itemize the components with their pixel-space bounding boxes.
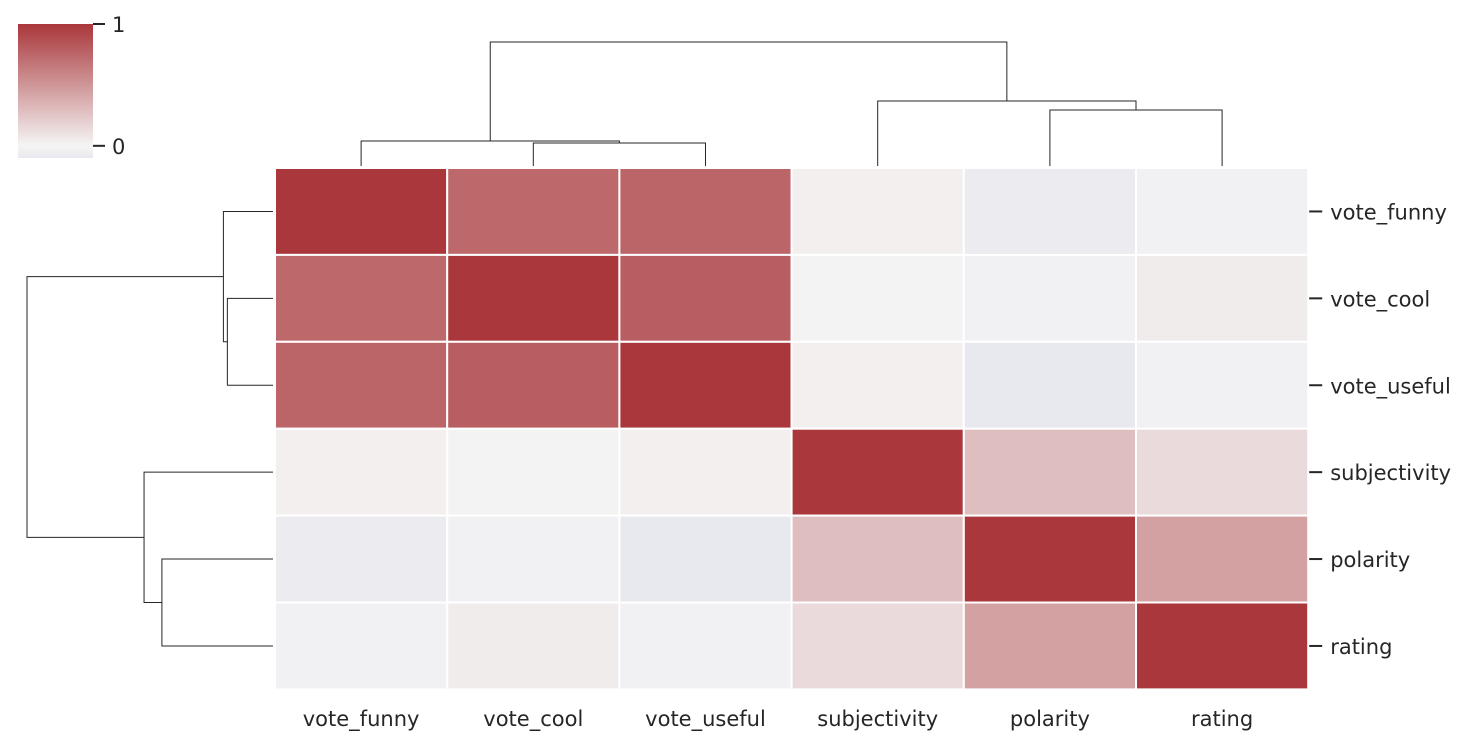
heatmap-cell	[618, 340, 793, 430]
heatmap-cell	[1135, 253, 1310, 343]
column-label: vote_useful	[645, 707, 766, 732]
row-label: rating	[1330, 635, 1392, 659]
heatmap-cell	[790, 427, 965, 517]
column-label: vote_funny	[303, 707, 420, 732]
heatmap-cell	[962, 514, 1137, 604]
heatmap-cell	[1135, 601, 1310, 691]
dendrogram-link	[532, 142, 706, 166]
heatmap-cell	[790, 514, 965, 604]
heatmap-cell	[790, 253, 965, 343]
heatmap-cell	[962, 340, 1137, 430]
heatmap-cell	[446, 601, 621, 691]
dendrogram-link	[360, 140, 620, 166]
heatmap-cell	[1135, 514, 1310, 604]
heatmap-cell	[618, 427, 793, 517]
dendrogram-link	[161, 558, 273, 647]
dendrogram-link	[1049, 109, 1223, 166]
heatmap-cell	[446, 340, 621, 430]
heatmap-cell	[618, 167, 793, 256]
colorbar-tick-label: 0	[112, 135, 125, 159]
heatmap-cell	[618, 601, 793, 691]
heatmap-cell	[618, 514, 793, 604]
row-label: vote_cool	[1330, 287, 1430, 312]
row-dendrogram	[26, 210, 273, 647]
heatmap-cell	[618, 253, 793, 343]
heatmap-cell	[1135, 167, 1310, 256]
colorbar-gradient	[18, 24, 93, 158]
heatmap-cell	[446, 514, 621, 604]
column-label: polarity	[1010, 707, 1090, 731]
column-labels: vote_funny vote_cool vote_useful subjectivi…	[303, 707, 1253, 732]
dendrogram-link	[877, 100, 1137, 166]
heatmap-cell	[446, 167, 621, 256]
column-dendrogram	[360, 41, 1223, 166]
row-labels: vote_funny vote_cool vote_useful subjectivi…	[1309, 200, 1451, 659]
heatmap-cell	[274, 427, 449, 517]
heatmap-cell	[274, 601, 449, 691]
colorbar-tick-label: 1	[112, 13, 125, 37]
heatmap-cell	[274, 167, 449, 256]
heatmap-cell	[790, 340, 965, 430]
column-label: subjectivity	[817, 707, 938, 731]
row-label: subjectivity	[1330, 461, 1451, 485]
heatmap-cell	[962, 601, 1137, 691]
heatmap-cells	[274, 167, 1310, 691]
heatmap-cell	[1135, 340, 1310, 430]
column-label: vote_cool	[483, 707, 583, 732]
heatmap-cell	[274, 340, 449, 430]
heatmap-cell	[962, 253, 1137, 343]
row-label: vote_funny	[1330, 200, 1447, 225]
heatmap-cell	[446, 253, 621, 343]
dendrogram-link	[226, 297, 273, 386]
heatmap-cell	[1135, 427, 1310, 517]
colorbar: 01	[18, 13, 125, 159]
heatmap-cell	[274, 514, 449, 604]
dendrogram-link	[222, 210, 273, 343]
heatmap-cell	[274, 253, 449, 343]
heatmap-cell	[790, 601, 965, 691]
dendrogram-link	[26, 276, 224, 538]
heatmap-cell	[962, 427, 1137, 517]
column-label: rating	[1191, 707, 1253, 731]
row-label: polarity	[1330, 548, 1410, 572]
row-label: vote_useful	[1330, 374, 1451, 399]
heatmap-cell	[446, 427, 621, 517]
dendrogram-link	[489, 41, 1008, 141]
heatmap-cell	[962, 167, 1137, 256]
dendrogram-link	[143, 471, 273, 603]
heatmap-cell	[790, 167, 965, 256]
